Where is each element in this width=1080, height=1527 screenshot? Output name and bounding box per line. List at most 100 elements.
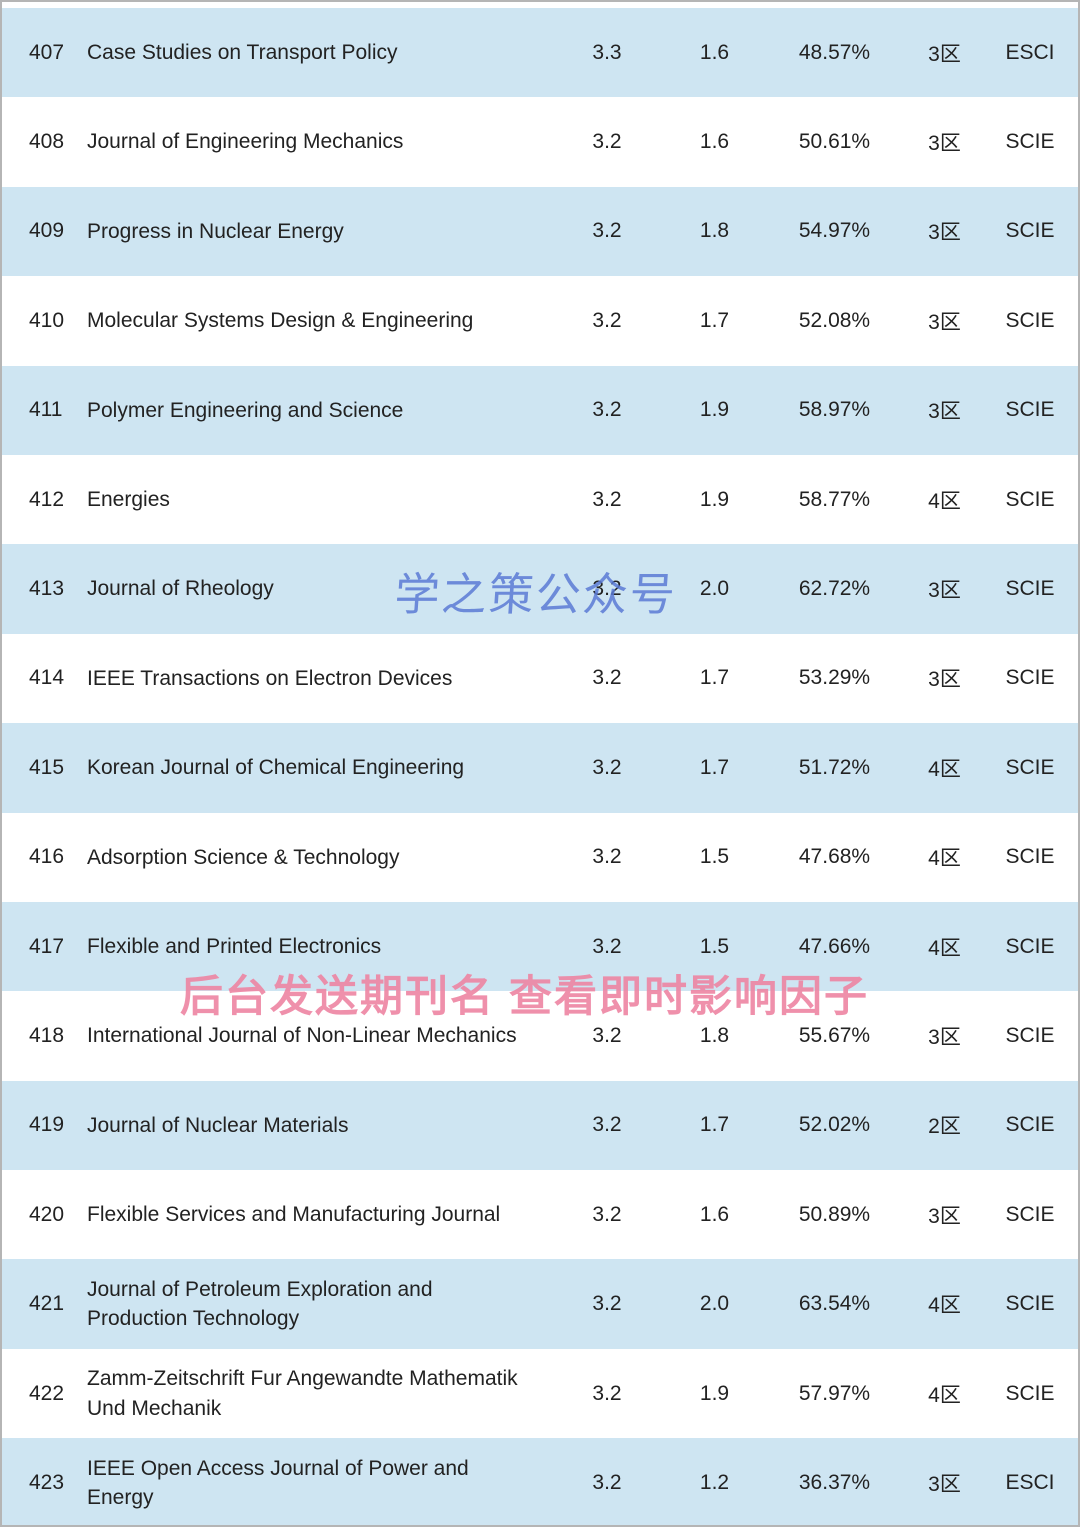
- top-strip: [2, 2, 1078, 8]
- percent-cell: 50.61%: [798, 130, 871, 154]
- percent-cell: 36.37%: [798, 1470, 871, 1494]
- impact-factor-cell: 3.2: [592, 219, 622, 243]
- journal-name-cell: International Journal of Non-Linear Mech…: [87, 1024, 517, 1048]
- secondary-metric-cell: 1.8: [699, 1023, 730, 1047]
- rank-cell: 414: [29, 666, 65, 690]
- rank-cell: 407: [29, 40, 65, 64]
- table-row: 414 IEEE Transactions on Electron Devices…: [2, 633, 1078, 724]
- zone-cell: 4区: [928, 847, 961, 871]
- percent-cell: 58.97%: [798, 398, 871, 422]
- rank-cell: 408: [29, 130, 65, 154]
- table-row: 408 Journal of Engineering Mechanics 3.2 1.…: [2, 97, 1078, 187]
- rank-cell: 411: [29, 398, 63, 422]
- index-type-cell: SCIE: [1005, 487, 1055, 511]
- secondary-metric-cell: 1.7: [699, 1113, 730, 1137]
- journal-name-cell: Molecular Systems Design & Engineering: [87, 309, 474, 333]
- percent-cell: 52.02%: [798, 1113, 871, 1137]
- rank-cell: 409: [29, 219, 65, 243]
- secondary-metric-cell: 1.6: [699, 130, 730, 154]
- table-row: 407 Case Studies on Transport Policy 3.3 1.…: [2, 8, 1078, 98]
- table-row: 413 Journal of Rheology 3.2 2.0 62.72% 3区 SCIE: [2, 544, 1078, 634]
- journal-name-cell: Energies: [87, 487, 170, 511]
- index-type-cell: SCIE: [1005, 130, 1055, 154]
- journal-name-cell: Adsorption Science & Technology: [87, 845, 400, 869]
- secondary-metric-cell: 1.6: [699, 1202, 730, 1226]
- zone-cell: 3区: [928, 579, 961, 603]
- percent-cell: 62.72%: [798, 577, 871, 601]
- table-row: 422 Zamm-Zeitschrift Fur Angewandte Mathe…: [2, 1348, 1078, 1439]
- zone-cell: 3区: [928, 132, 961, 156]
- zone-cell: 2区: [928, 1115, 961, 1139]
- zone-cell: 3区: [928, 42, 961, 66]
- index-type-cell: SCIE: [1005, 1292, 1055, 1316]
- impact-factor-cell: 3.2: [592, 1202, 622, 1226]
- secondary-metric-cell: 1.9: [699, 487, 730, 511]
- impact-factor-cell: 3.2: [592, 1113, 622, 1137]
- table-row: 418 International Journal of Non-Linear M…: [2, 991, 1078, 1081]
- zone-cell: 3区: [928, 1025, 961, 1049]
- impact-factor-cell: 3.2: [592, 1023, 622, 1047]
- zone-cell: 3区: [928, 221, 961, 245]
- index-type-cell: SCIE: [1005, 845, 1055, 869]
- rank-cell: 413: [29, 577, 65, 601]
- impact-factor-cell: 3.2: [592, 487, 622, 511]
- zone-cell: 4区: [928, 1294, 961, 1318]
- secondary-metric-cell: 1.7: [699, 308, 730, 332]
- impact-factor-cell: 3.2: [592, 755, 622, 779]
- zone-cell: 3区: [928, 310, 961, 334]
- rank-cell: 415: [29, 755, 65, 779]
- impact-factor-cell: 3.2: [592, 1292, 622, 1316]
- index-type-cell: ESCI: [1005, 40, 1055, 64]
- journal-name-cell: Progress in Nuclear Energy: [87, 219, 344, 243]
- journal-name-cell: IEEE Open Access Journal of Power and En…: [87, 1456, 469, 1509]
- rank-cell: 417: [29, 934, 65, 958]
- percent-cell: 52.08%: [798, 308, 871, 332]
- impact-factor-cell: 3.2: [592, 666, 622, 690]
- impact-factor-cell: 3.2: [592, 1470, 622, 1494]
- table-row: 412 Energies 3.2 1.9 58.77% 4区 SCIE: [2, 454, 1078, 545]
- index-type-cell: SCIE: [1005, 666, 1055, 690]
- index-type-cell: SCIE: [1005, 934, 1055, 958]
- index-type-cell: SCIE: [1005, 398, 1055, 422]
- percent-cell: 47.66%: [798, 934, 871, 958]
- journal-name-cell: IEEE Transactions on Electron Devices: [87, 666, 453, 690]
- impact-factor-cell: 3.3: [592, 40, 622, 64]
- journal-name-cell: Korean Journal of Chemical Engineering: [87, 756, 465, 780]
- percent-cell: 47.68%: [798, 845, 871, 869]
- index-type-cell: ESCI: [1005, 1470, 1055, 1494]
- journal-name-cell: Case Studies on Transport Policy: [87, 41, 398, 64]
- impact-factor-cell: 3.2: [592, 1381, 622, 1405]
- zone-cell: 4区: [928, 489, 961, 513]
- rank-cell: 419: [29, 1113, 65, 1137]
- index-type-cell: SCIE: [1005, 1113, 1055, 1137]
- journal-name-cell: Zamm-Zeitschrift Fur Angewandte Mathemat…: [87, 1367, 518, 1420]
- percent-cell: 53.29%: [798, 666, 871, 690]
- rank-cell: 420: [29, 1202, 65, 1226]
- journal-name-cell: Journal of Petroleum Exploration and Pro…: [87, 1277, 433, 1331]
- zone-cell: 4区: [928, 757, 961, 781]
- table-row: 411 Polymer Engineering and Science 3.2 1.9…: [2, 365, 1078, 455]
- impact-factor-cell: 3.2: [592, 130, 622, 154]
- rank-cell: 421: [29, 1292, 65, 1316]
- percent-cell: 55.67%: [798, 1023, 871, 1047]
- secondary-metric-cell: 1.6: [699, 40, 730, 64]
- percent-cell: 48.57%: [798, 40, 871, 64]
- table-row: 419 Journal of Nuclear Materials 3.2 1.7 52.…: [2, 1080, 1078, 1171]
- zone-cell: 4区: [928, 1383, 961, 1407]
- table-row: 421 Journal of Petroleum Exploration and …: [2, 1259, 1078, 1349]
- impact-factor-cell: 3.2: [592, 845, 622, 869]
- index-type-cell: SCIE: [1005, 755, 1055, 779]
- rank-cell: 412: [29, 487, 65, 511]
- secondary-metric-cell: 2.0: [699, 577, 730, 601]
- table-row: 409 Progress in Nuclear Energy 3.2 1.8 54.97…: [2, 186, 1078, 277]
- secondary-metric-cell: 1.2: [699, 1470, 730, 1494]
- table-body: 407 Case Studies on Transport Policy 3.3 1.…: [2, 8, 1078, 1525]
- index-type-cell: SCIE: [1005, 1381, 1055, 1405]
- secondary-metric-cell: 1.9: [699, 1381, 730, 1405]
- percent-cell: 54.97%: [798, 219, 871, 243]
- secondary-metric-cell: 2.0: [699, 1292, 730, 1316]
- zone-cell: 3区: [928, 400, 961, 424]
- table-row: 410 Molecular Systems Design & Engineerin…: [2, 276, 1078, 366]
- zone-cell: 4区: [928, 936, 961, 960]
